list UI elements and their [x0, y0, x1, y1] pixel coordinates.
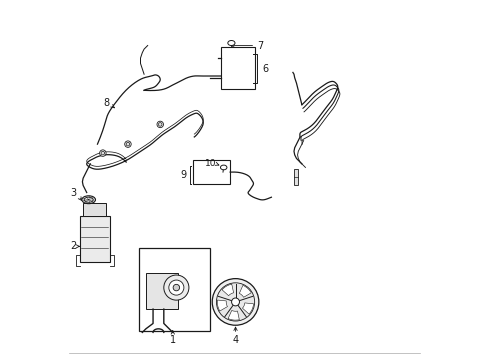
Ellipse shape	[100, 150, 106, 156]
Text: 1: 1	[169, 334, 176, 345]
Ellipse shape	[126, 142, 129, 146]
Bar	[221, 47, 255, 89]
Bar	[192, 160, 230, 184]
Text: 10: 10	[204, 159, 216, 168]
Ellipse shape	[101, 151, 104, 155]
Ellipse shape	[158, 123, 162, 126]
Ellipse shape	[157, 121, 163, 128]
Bar	[145, 273, 178, 309]
Ellipse shape	[124, 141, 131, 147]
Ellipse shape	[173, 284, 179, 291]
Text: 7: 7	[257, 41, 263, 50]
Bar	[293, 169, 298, 185]
Text: 4: 4	[232, 334, 238, 345]
Wedge shape	[242, 303, 253, 314]
Text: 3: 3	[70, 188, 76, 198]
Wedge shape	[217, 300, 227, 311]
Ellipse shape	[231, 298, 239, 306]
Text: 8: 8	[103, 98, 109, 108]
Ellipse shape	[212, 279, 258, 325]
Bar	[83, 203, 106, 216]
Text: 5: 5	[175, 288, 181, 298]
Text: 6: 6	[262, 64, 268, 74]
Bar	[139, 248, 210, 330]
Wedge shape	[239, 285, 251, 297]
Ellipse shape	[227, 41, 235, 45]
Ellipse shape	[163, 275, 188, 300]
Ellipse shape	[81, 196, 95, 204]
Text: 2: 2	[70, 241, 76, 251]
Wedge shape	[222, 284, 233, 296]
Ellipse shape	[168, 280, 183, 295]
Bar	[80, 216, 110, 262]
Ellipse shape	[84, 197, 93, 202]
Text: 9: 9	[180, 170, 186, 180]
Ellipse shape	[220, 165, 226, 170]
Ellipse shape	[216, 283, 254, 321]
Wedge shape	[228, 310, 239, 320]
